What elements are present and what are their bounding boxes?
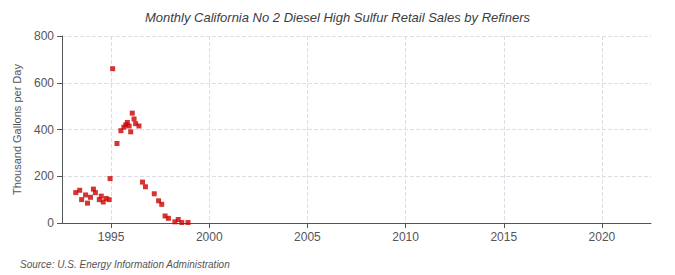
svg-text:Monthly California No 2 Diesel: Monthly California No 2 Diesel High Sulf…	[145, 10, 531, 25]
svg-text:Thousand Gallons per Day: Thousand Gallons per Day	[11, 64, 23, 195]
svg-text:200: 200	[34, 169, 54, 183]
svg-text:2000: 2000	[196, 230, 223, 244]
svg-text:1995: 1995	[98, 230, 125, 244]
svg-text:600: 600	[34, 76, 54, 90]
svg-text:2010: 2010	[392, 230, 419, 244]
svg-text:0: 0	[47, 216, 54, 230]
svg-text:800: 800	[34, 29, 54, 43]
svg-text:400: 400	[34, 123, 54, 137]
svg-text:Source: U.S. Energy Informatio: Source: U.S. Energy Information Administ…	[20, 259, 230, 270]
svg-text:2015: 2015	[490, 230, 517, 244]
svg-text:2020: 2020	[589, 230, 616, 244]
svg-text:2005: 2005	[294, 230, 321, 244]
